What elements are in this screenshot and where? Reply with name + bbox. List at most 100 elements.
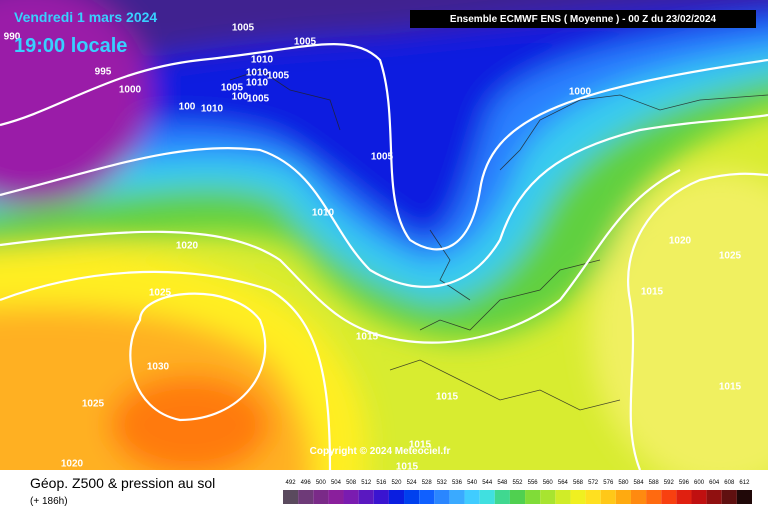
isobar-label: 1000 xyxy=(569,87,592,98)
isobar-label: 1030 xyxy=(147,362,170,373)
scale-label: 612 xyxy=(739,480,750,486)
scale-label: 504 xyxy=(331,480,342,486)
scale-swatch xyxy=(630,490,647,504)
isobar-label: 1020 xyxy=(669,236,692,247)
isobar-label: 100 xyxy=(179,102,196,113)
scale-label: 572 xyxy=(588,480,599,486)
isobar-label: 1010 xyxy=(251,55,274,66)
scale-swatch xyxy=(570,490,586,504)
isobar-label: 1005 xyxy=(247,94,270,105)
scale-swatch xyxy=(736,490,752,504)
isobar-label: 1010 xyxy=(312,208,335,219)
scale-swatch xyxy=(434,490,450,504)
scale-swatch xyxy=(328,490,344,504)
scale-swatch xyxy=(449,490,465,504)
scale-label: 588 xyxy=(649,480,660,486)
isobar-label: 1010 xyxy=(246,78,269,89)
isobar-label: 1015 xyxy=(641,287,664,298)
isobar-label: 1020 xyxy=(61,459,84,470)
scale-label: 540 xyxy=(467,480,478,486)
scale-swatch xyxy=(283,490,299,504)
scale-swatch xyxy=(600,490,616,504)
isobar-label: 1005 xyxy=(267,71,290,82)
isobar-label: 1025 xyxy=(82,399,105,410)
scale-swatch xyxy=(555,490,571,504)
isobar-label: 100 xyxy=(232,92,249,103)
scale-label: 528 xyxy=(422,480,433,486)
footer-title: Géop. Z500 & pression au sol xyxy=(30,475,215,491)
scale-label: 500 xyxy=(316,480,327,486)
coastlines xyxy=(229,69,768,411)
scale-swatch xyxy=(373,490,389,504)
scale-label: 524 xyxy=(407,480,418,486)
scale-swatch xyxy=(419,490,435,504)
isobar-label: 1010 xyxy=(201,104,224,115)
scale-swatch xyxy=(494,490,510,504)
scale-swatch xyxy=(388,490,405,504)
scale-label: 564 xyxy=(558,480,569,486)
isobar-label: 995 xyxy=(95,67,112,78)
scale-label: 516 xyxy=(376,480,387,486)
scale-swatch xyxy=(343,490,359,504)
isobar-label: 1025 xyxy=(149,288,172,299)
footer-lead: (+ 186h) xyxy=(30,496,68,507)
scale-swatch xyxy=(404,490,420,504)
scale-label: 496 xyxy=(301,480,312,486)
scale-label: 520 xyxy=(391,480,402,486)
isobar-labels: 1005 1005 990 995 1000 1010 1010 1005 10… xyxy=(4,23,742,473)
scale-label: 600 xyxy=(694,480,705,486)
scale-swatch xyxy=(525,490,541,504)
scale-label: 536 xyxy=(452,480,463,486)
scale-swatch xyxy=(540,490,556,504)
scale-label: 492 xyxy=(286,480,297,486)
scale-label: 532 xyxy=(437,480,448,486)
scale-label: 552 xyxy=(512,480,523,486)
isobar-label: 1015 xyxy=(356,332,379,343)
scale-label: 512 xyxy=(361,480,372,486)
scale-label: 576 xyxy=(603,480,614,486)
date: Vendredi 1 mars 2024 xyxy=(14,9,157,25)
scale-label: 560 xyxy=(543,480,554,486)
color-scale: 492 496 500 504 508 512 516 520 524 528 532 536 540 5… xyxy=(283,480,752,504)
scale-swatch xyxy=(585,490,601,504)
scale-swatch xyxy=(706,490,722,504)
scale-label: 592 xyxy=(664,480,675,486)
isobar-label: 1000 xyxy=(119,85,142,96)
scale-label: 608 xyxy=(724,480,735,486)
isobar-label: 1005 xyxy=(294,37,317,48)
isobar-label: 1005 xyxy=(371,152,394,163)
scale-swatch xyxy=(358,490,374,504)
scale-swatch xyxy=(676,490,692,504)
scale-swatch xyxy=(479,490,495,504)
isobar-lines xyxy=(0,43,768,470)
isobar-label: 1015 xyxy=(396,462,419,473)
scale-label: 544 xyxy=(482,480,493,486)
scale-swatch xyxy=(615,490,631,504)
scale-swatch xyxy=(661,490,677,504)
scale-swatch xyxy=(313,490,329,504)
scale-label: 584 xyxy=(634,480,645,486)
isobar-label: 1025 xyxy=(719,251,742,262)
scale-swatch xyxy=(691,490,707,504)
scale-label: 548 xyxy=(497,480,508,486)
scale-label: 580 xyxy=(618,480,629,486)
isobar-label: 1005 xyxy=(232,23,255,34)
isobar-label: 1015 xyxy=(409,440,432,451)
isobar-label: 1020 xyxy=(176,241,199,252)
isobar-label: 1005 xyxy=(221,83,244,94)
scale-label: 556 xyxy=(528,480,539,486)
scale-swatch xyxy=(509,490,526,504)
scale-swatch xyxy=(298,490,314,504)
isobar-label: 990 xyxy=(4,32,21,43)
model-box xyxy=(410,10,756,28)
scale-label: 568 xyxy=(573,480,584,486)
scale-swatch xyxy=(721,490,737,504)
isobar-label: 1015 xyxy=(436,392,459,403)
copyright: Copyright © 2024 Meteociel.fr xyxy=(310,446,451,457)
isobar-label: 1015 xyxy=(719,382,742,393)
scale-label: 596 xyxy=(679,480,690,486)
